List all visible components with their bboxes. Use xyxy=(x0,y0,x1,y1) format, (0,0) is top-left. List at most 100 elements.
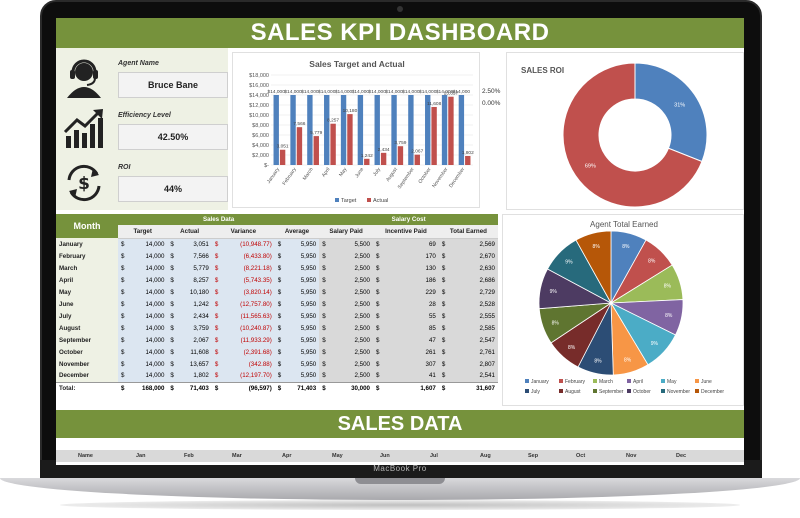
cell-average[interactable]: 5,950 xyxy=(282,286,320,298)
sales-col-8[interactable]: Aug xyxy=(480,453,491,459)
pie-legend-label[interactable]: July xyxy=(531,389,540,395)
actual-bar[interactable] xyxy=(347,114,353,165)
sales-col-10[interactable]: Oct xyxy=(576,453,586,459)
cell-total[interactable]: 31,607 xyxy=(446,381,498,394)
cell-actual[interactable]: 3,759 xyxy=(175,322,212,334)
cell-salary[interactable]: 30,000 xyxy=(327,381,373,394)
actual-bar[interactable] xyxy=(313,136,319,165)
month-cell[interactable]: Total: xyxy=(56,381,118,394)
cell-total[interactable]: 2,686 xyxy=(446,274,498,286)
col-salary-paid[interactable]: Salary Paid xyxy=(319,225,373,239)
cell-variance[interactable]: (8,221.18) xyxy=(219,262,275,274)
table-row[interactable]: May $14,000 $10,180 $ (3,820.14) $5,950 $2,500… xyxy=(56,286,498,298)
actual-bar[interactable] xyxy=(465,155,471,165)
cell-actual[interactable]: 8,257 xyxy=(175,274,212,286)
cell-total[interactable]: 2,761 xyxy=(446,346,498,358)
cell-actual[interactable]: 71,403 xyxy=(175,381,212,394)
sales-col-5[interactable]: May xyxy=(332,453,343,459)
table-row[interactable]: March $14,000 $5,779 $ (8,221.18) $5,950 $2,50… xyxy=(56,262,498,274)
cell-total[interactable]: 2,547 xyxy=(446,334,498,346)
agent-name-value[interactable]: Bruce Bane xyxy=(118,72,228,98)
cell-incentive[interactable]: 55 xyxy=(381,310,439,322)
cell-total[interactable]: 2,630 xyxy=(446,262,498,274)
table-row[interactable]: January $14,000 $3,051 $ (10,948.77) $5,950 $5… xyxy=(56,238,498,250)
cell-variance[interactable]: (96,597) xyxy=(219,381,275,394)
cell-variance[interactable]: (11,565.63) xyxy=(219,310,275,322)
cell-target[interactable]: 14,000 xyxy=(126,310,168,322)
month-cell[interactable]: October xyxy=(56,346,118,358)
actual-bar[interactable] xyxy=(380,152,387,165)
sales-col-6[interactable]: Jun xyxy=(380,453,390,459)
target-bar[interactable] xyxy=(374,95,380,165)
table-row[interactable]: October $14,000 $11,608 $ (2,391.68) $5,950 $2… xyxy=(56,346,498,358)
table-row[interactable]: November $14,000 $13,657 $ (342.88) $5,950 $2,… xyxy=(56,358,498,370)
cell-total[interactable]: 2,555 xyxy=(446,310,498,322)
cell-target[interactable]: 14,000 xyxy=(126,334,168,346)
cell-target[interactable]: 14,000 xyxy=(126,358,168,370)
cell-salary[interactable]: 2,500 xyxy=(327,310,373,322)
cell-average[interactable]: 5,950 xyxy=(282,322,320,334)
cell-average[interactable]: 5,950 xyxy=(282,274,320,286)
cell-average[interactable]: 5,950 xyxy=(282,250,320,262)
sales-col-0[interactable]: Name xyxy=(78,453,93,459)
cell-target[interactable]: 14,000 xyxy=(126,322,168,334)
pie-legend-label[interactable]: May xyxy=(667,379,677,385)
month-cell[interactable]: March xyxy=(56,262,118,274)
cell-incentive[interactable]: 130 xyxy=(381,262,439,274)
table-row[interactable]: April $14,000 $8,257 $ (5,743.35) $5,950 $2,50… xyxy=(56,274,498,286)
donut-slice[interactable] xyxy=(634,62,708,163)
table-row[interactable]: December $14,000 $1,802 $ (12,197.70) $5,950 $… xyxy=(56,370,498,382)
cell-incentive[interactable]: 1,607 xyxy=(381,381,439,394)
sales-col-12[interactable]: Dec xyxy=(676,453,687,459)
cell-actual[interactable]: 1,802 xyxy=(175,370,212,382)
cell-incentive[interactable]: 307 xyxy=(381,358,439,370)
target-bar[interactable] xyxy=(441,95,448,165)
cell-target[interactable]: 14,000 xyxy=(126,370,168,382)
cell-target[interactable]: 14,000 xyxy=(126,346,168,358)
cell-actual[interactable]: 2,434 xyxy=(175,310,212,322)
donut-slice[interactable] xyxy=(562,62,703,208)
cell-average[interactable]: 5,950 xyxy=(282,262,320,274)
pie-legend-label[interactable]: September xyxy=(599,389,624,395)
cell-actual[interactable]: 3,051 xyxy=(175,238,212,250)
sales-col-9[interactable]: Sep xyxy=(528,453,539,459)
target-bar[interactable] xyxy=(425,95,431,165)
cell-target[interactable]: 14,000 xyxy=(126,298,168,310)
sales-col-3[interactable]: Mar xyxy=(232,453,242,459)
month-cell[interactable]: February xyxy=(56,250,118,262)
month-cell[interactable]: January xyxy=(56,238,118,250)
cell-incentive[interactable]: 47 xyxy=(381,334,439,346)
col-incentive-paid[interactable]: Incentive Paid xyxy=(373,225,439,239)
sales-col-2[interactable]: Feb xyxy=(184,453,194,459)
cell-target[interactable]: 14,000 xyxy=(126,262,168,274)
cell-incentive[interactable]: 261 xyxy=(381,346,439,358)
cell-actual[interactable]: 2,067 xyxy=(175,334,212,346)
month-cell[interactable]: June xyxy=(56,298,118,310)
actual-bar[interactable] xyxy=(330,123,336,165)
month-cell[interactable]: July xyxy=(56,310,118,322)
efficiency-value[interactable]: 42.50% xyxy=(118,124,228,150)
actual-bar[interactable] xyxy=(397,146,404,165)
actual-bar[interactable] xyxy=(414,154,420,165)
cell-salary[interactable]: 2,500 xyxy=(327,250,373,262)
pie-legend-label[interactable]: December xyxy=(701,389,724,395)
legend-label[interactable]: Target xyxy=(341,198,357,204)
table-row[interactable]: September $14,000 $2,067 $ (11,933.29) $5,950… xyxy=(56,334,498,346)
pie-legend-label[interactable]: January xyxy=(531,379,549,385)
actual-bar[interactable] xyxy=(296,127,303,165)
cell-actual[interactable]: 1,242 xyxy=(175,298,212,310)
roi-value[interactable]: 44% xyxy=(118,176,228,202)
target-bar[interactable] xyxy=(357,95,364,165)
table-row[interactable]: July $14,000 $2,434 $ (11,565.63) $5,950 $2,50… xyxy=(56,310,498,322)
cell-salary[interactable]: 2,500 xyxy=(327,262,373,274)
pie-legend-label[interactable]: October xyxy=(633,389,651,395)
pie-legend-label[interactable]: November xyxy=(667,389,690,395)
cell-total[interactable]: 2,670 xyxy=(446,250,498,262)
target-bar[interactable] xyxy=(408,95,414,165)
cell-incentive[interactable]: 229 xyxy=(381,286,439,298)
cell-incentive[interactable]: 85 xyxy=(381,322,439,334)
actual-bar[interactable] xyxy=(431,106,437,165)
target-bar[interactable] xyxy=(340,95,347,165)
cell-incentive[interactable]: 28 xyxy=(381,298,439,310)
actual-bar[interactable] xyxy=(364,158,370,165)
